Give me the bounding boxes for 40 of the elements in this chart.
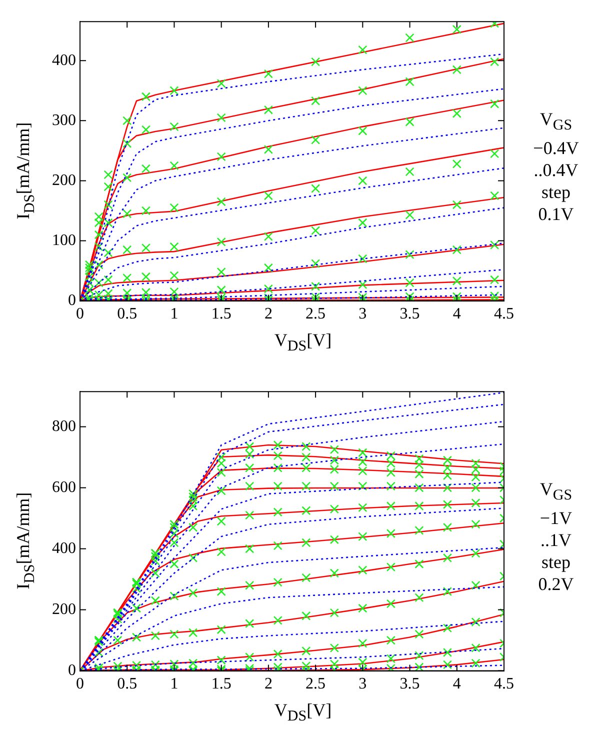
text: ..1V xyxy=(540,528,572,551)
x-tick-label: 2 xyxy=(264,306,272,323)
text: −0.4V xyxy=(532,136,580,159)
y-tick-label: 400 xyxy=(52,540,76,557)
text: 0.2V xyxy=(537,572,575,595)
y-tick-label: 400 xyxy=(52,52,76,69)
y-tick-label: 0 xyxy=(68,662,76,680)
y-tick-label: 200 xyxy=(52,172,76,189)
y-tick-label: 200 xyxy=(52,600,76,618)
x-tick-label: 1 xyxy=(170,306,178,323)
x-tick-label: 4.5 xyxy=(494,676,514,693)
text: 0.1V xyxy=(537,202,575,225)
x-axis-title: V$_{DS}$[V] xyxy=(273,700,333,726)
y-tick-label: 0 xyxy=(68,292,76,310)
x-tick-label: 3.5 xyxy=(400,676,420,693)
y-tick-label: 300 xyxy=(52,112,76,129)
x-tick-label: 4 xyxy=(452,676,461,693)
text: V$_{GS}$ xyxy=(538,478,574,506)
y-tick-label: 800 xyxy=(52,418,76,435)
x-tick-label: 2.5 xyxy=(306,676,326,693)
x-tick-label: 1.5 xyxy=(211,306,232,323)
x-tick-label: 1.5 xyxy=(211,676,232,693)
x-tick-label: 4.5 xyxy=(494,306,514,323)
x-tick-label: 1 xyxy=(170,676,178,693)
x-tick-label: 3.5 xyxy=(400,306,420,323)
x-tick-label: 0.5 xyxy=(117,676,138,693)
y-tick-label: 100 xyxy=(52,232,76,249)
y-tick-label: 600 xyxy=(52,478,76,496)
text: step xyxy=(540,180,572,203)
text: ..0.4V xyxy=(532,158,580,181)
x-tick-label: 3 xyxy=(358,676,367,693)
x-tick-label: 0.5 xyxy=(117,306,138,323)
text: V$_{GS}$ xyxy=(538,108,574,136)
x-tick-label: 2 xyxy=(264,676,272,693)
x-tick-label: 2.5 xyxy=(306,306,326,323)
x-tick-label: 4 xyxy=(452,306,461,323)
text: −1V xyxy=(538,506,574,529)
x-tick-label: 3 xyxy=(358,306,367,323)
x-axis-title: V$_{DS}$[V] xyxy=(273,330,333,356)
text: step xyxy=(540,550,572,573)
